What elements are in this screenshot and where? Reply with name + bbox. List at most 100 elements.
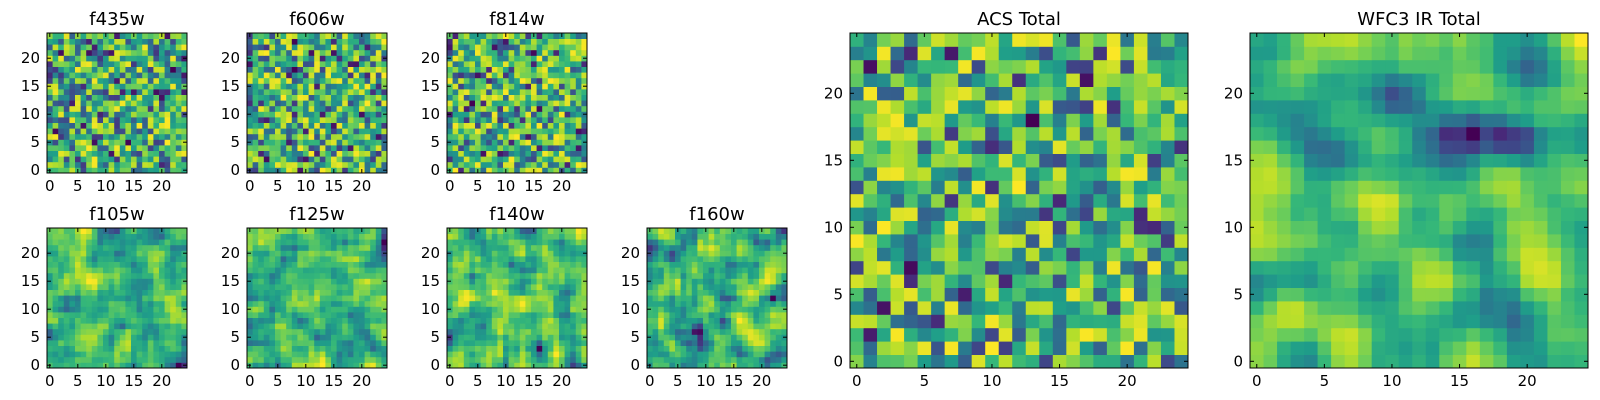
heatmap-cell	[469, 61, 476, 67]
heatmap-cell	[536, 77, 543, 84]
heatmap-cell	[381, 33, 388, 39]
heatmap-cell	[103, 89, 109, 95]
heatmap-cell	[475, 111, 481, 118]
heatmap-cell	[69, 362, 76, 369]
heatmap-cell	[52, 117, 59, 123]
heatmap-cell	[370, 111, 377, 118]
heatmap-cell	[325, 284, 332, 290]
heatmap-cell	[775, 328, 782, 335]
heatmap-cell	[297, 300, 304, 307]
heatmap-cell	[542, 289, 549, 296]
heatmap-cell	[508, 128, 515, 135]
heatmap-cell	[486, 167, 493, 174]
heatmap-cell	[547, 239, 554, 246]
heatmap-cell	[559, 133, 565, 140]
heatmap-cell	[559, 150, 565, 157]
heatmap-cell	[347, 44, 354, 51]
heatmap-cell	[719, 239, 726, 246]
heatmap-cell	[686, 312, 693, 318]
heatmap-cell	[364, 89, 371, 95]
heatmap-cell	[1147, 193, 1162, 208]
heatmap-cell	[647, 289, 653, 296]
y-tick-label: 20	[421, 49, 440, 67]
heatmap-cell	[736, 306, 743, 313]
heatmap-cell	[314, 94, 321, 101]
heatmap-cell	[125, 351, 132, 358]
heatmap-cell	[747, 334, 754, 341]
heatmap-cell	[375, 139, 382, 146]
heatmap-cell	[252, 128, 259, 135]
heatmap-cell	[503, 284, 509, 290]
heatmap-cell	[503, 317, 509, 324]
heatmap-cell	[663, 356, 670, 363]
heatmap-cell	[275, 295, 281, 302]
heatmap-cell	[736, 362, 743, 369]
heatmap-cell	[731, 289, 737, 296]
heatmap-cell	[559, 100, 565, 107]
heatmap-cell	[663, 295, 670, 302]
heatmap-cell	[47, 244, 53, 251]
heatmap-cell	[142, 156, 149, 163]
heatmap-cell	[447, 77, 453, 84]
heatmap-cell	[581, 284, 588, 290]
heatmap-cell	[153, 300, 160, 307]
heatmap-cell	[75, 105, 81, 112]
heatmap-cell	[252, 150, 259, 157]
heatmap-cell	[542, 345, 549, 352]
heatmap-cell	[170, 139, 177, 146]
heatmap-cell	[475, 156, 481, 163]
heatmap-cell	[359, 128, 365, 135]
heatmap-cell	[531, 289, 537, 296]
heatmap-cell	[97, 33, 104, 39]
heatmap-cell	[559, 49, 565, 56]
heatmap-cell	[314, 295, 321, 302]
heatmap-cell	[547, 44, 554, 51]
heatmap-cell	[91, 128, 98, 135]
heatmap-cell	[119, 233, 126, 240]
heatmap-cell	[97, 145, 104, 151]
heatmap-cell	[263, 111, 270, 118]
heatmap-cell	[86, 239, 93, 246]
heatmap-cell	[764, 340, 771, 346]
heatmap-cell	[486, 72, 493, 79]
heatmap-cell	[669, 261, 676, 268]
heatmap-cell	[342, 44, 349, 51]
heatmap-cell	[719, 284, 726, 290]
heatmap-cell	[297, 284, 304, 290]
heatmap-cell	[570, 256, 577, 262]
heatmap-cell	[486, 300, 493, 307]
heatmap-cell	[725, 362, 732, 369]
heatmap-cell	[159, 317, 165, 324]
heatmap-cell	[86, 295, 93, 302]
heatmap-cell	[514, 150, 521, 157]
heatmap-cell	[58, 250, 65, 257]
heatmap-cell	[347, 239, 354, 246]
heatmap-cell	[480, 261, 487, 268]
heatmap-cell	[877, 274, 891, 288]
heatmap-cell	[275, 244, 281, 251]
heatmap-cell	[103, 261, 109, 268]
heatmap-cell	[336, 284, 343, 290]
y-tick-label: 10	[221, 300, 240, 318]
heatmap-cell	[297, 111, 304, 118]
heatmap-cell	[136, 83, 143, 90]
heatmap-cell	[153, 66, 160, 73]
heatmap-cell	[275, 145, 281, 151]
heatmap-cell	[175, 49, 182, 56]
heatmap-cell	[269, 323, 276, 330]
heatmap-cell	[697, 272, 704, 279]
heatmap-cell	[370, 49, 377, 56]
heatmap-cell	[536, 66, 543, 73]
heatmap-cell	[303, 100, 309, 107]
heatmap-cell	[319, 345, 326, 352]
heatmap-cell	[680, 228, 687, 234]
heatmap-cell	[153, 284, 160, 290]
heatmap-cell	[325, 340, 332, 346]
heatmap-cell	[917, 287, 932, 302]
heatmap-cell	[147, 66, 154, 73]
heatmap-cell	[297, 362, 304, 369]
heatmap-cell	[531, 105, 537, 112]
heatmap-cell	[263, 167, 270, 174]
heatmap-cell	[447, 312, 453, 318]
heatmap-cell	[364, 145, 371, 151]
